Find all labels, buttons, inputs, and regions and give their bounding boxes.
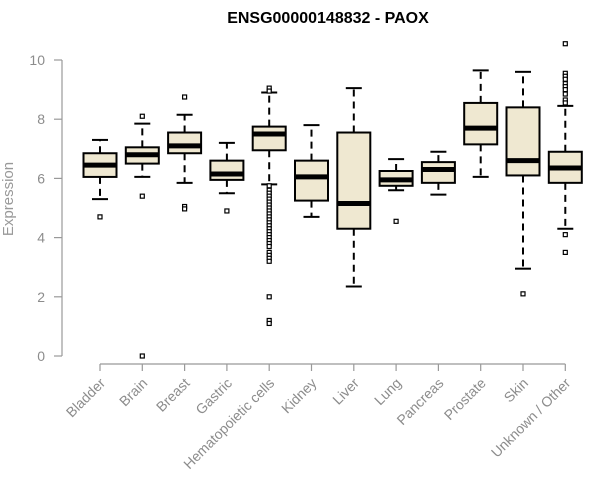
outlier-point [266, 243, 272, 250]
box-skin [505, 70, 541, 297]
x-tick-label: Lung [371, 375, 404, 408]
y-tick-label: 6 [37, 170, 45, 186]
x-tick-label: Kidney [278, 375, 320, 417]
x-tick-label: Breast [153, 375, 193, 415]
outlier-point [266, 88, 272, 94]
y-tick-label: 4 [37, 230, 45, 246]
y-tick-label: 0 [37, 348, 45, 364]
y-axis: 0 2 4 6 8 10 [29, 52, 63, 364]
outlier-point [266, 320, 272, 327]
outlier-point [139, 113, 145, 119]
chart-title: ENSG00000148832 - PAOX [227, 10, 429, 27]
y-axis-label: Expression [0, 162, 17, 236]
x-tick-label: Unknown / Other [488, 375, 574, 461]
outlier-point [266, 294, 272, 300]
outlier-point [182, 94, 188, 100]
outlier-point [139, 193, 145, 199]
box-gastric [209, 141, 245, 214]
box-iqr [336, 131, 372, 230]
box-iqr [167, 131, 203, 155]
box-iqr [251, 125, 287, 152]
box-pancreas [420, 150, 456, 196]
box-breast [167, 94, 203, 212]
y-tick-label: 2 [37, 289, 45, 305]
outlier-point [562, 86, 568, 93]
box-kidney [294, 124, 329, 218]
outlier-point [97, 214, 103, 220]
box-iqr [463, 101, 499, 146]
outlier-point [520, 291, 526, 297]
box-prostate [463, 69, 499, 178]
box-iqr [505, 106, 541, 177]
outlier-point [182, 206, 188, 212]
outlier-point [224, 208, 230, 214]
box-iqr [294, 159, 329, 202]
outlier-point [562, 41, 568, 47]
x-tick-label: Bladder [63, 375, 109, 421]
outlier-point [139, 353, 145, 359]
x-tick-label: Brain [116, 375, 150, 409]
outlier-point [266, 183, 272, 189]
x-tick-label: Pancreas [393, 375, 446, 428]
x-tick-label: Liver [329, 375, 362, 408]
box-bladder [82, 138, 118, 220]
outlier-point [266, 258, 272, 264]
outlier-point [562, 249, 568, 255]
x-tick-label: Prostate [441, 375, 489, 423]
box-iqr [209, 159, 245, 181]
box-liver [336, 87, 372, 288]
outlier-point [562, 232, 568, 238]
outlier-point [562, 100, 568, 106]
x-tick-label: Skin [501, 375, 532, 406]
box-hematopoietic-cells [251, 85, 287, 327]
box-unknown-other [547, 41, 583, 255]
boxes-group [82, 41, 583, 359]
y-tick-label: 8 [37, 111, 45, 127]
outlier-point [393, 218, 399, 224]
outlier-point [562, 76, 568, 82]
box-brain [124, 113, 160, 359]
outlier-point [562, 91, 568, 97]
box-iqr [420, 161, 456, 184]
y-tick-label: 10 [29, 52, 45, 68]
box-lung [378, 158, 414, 224]
